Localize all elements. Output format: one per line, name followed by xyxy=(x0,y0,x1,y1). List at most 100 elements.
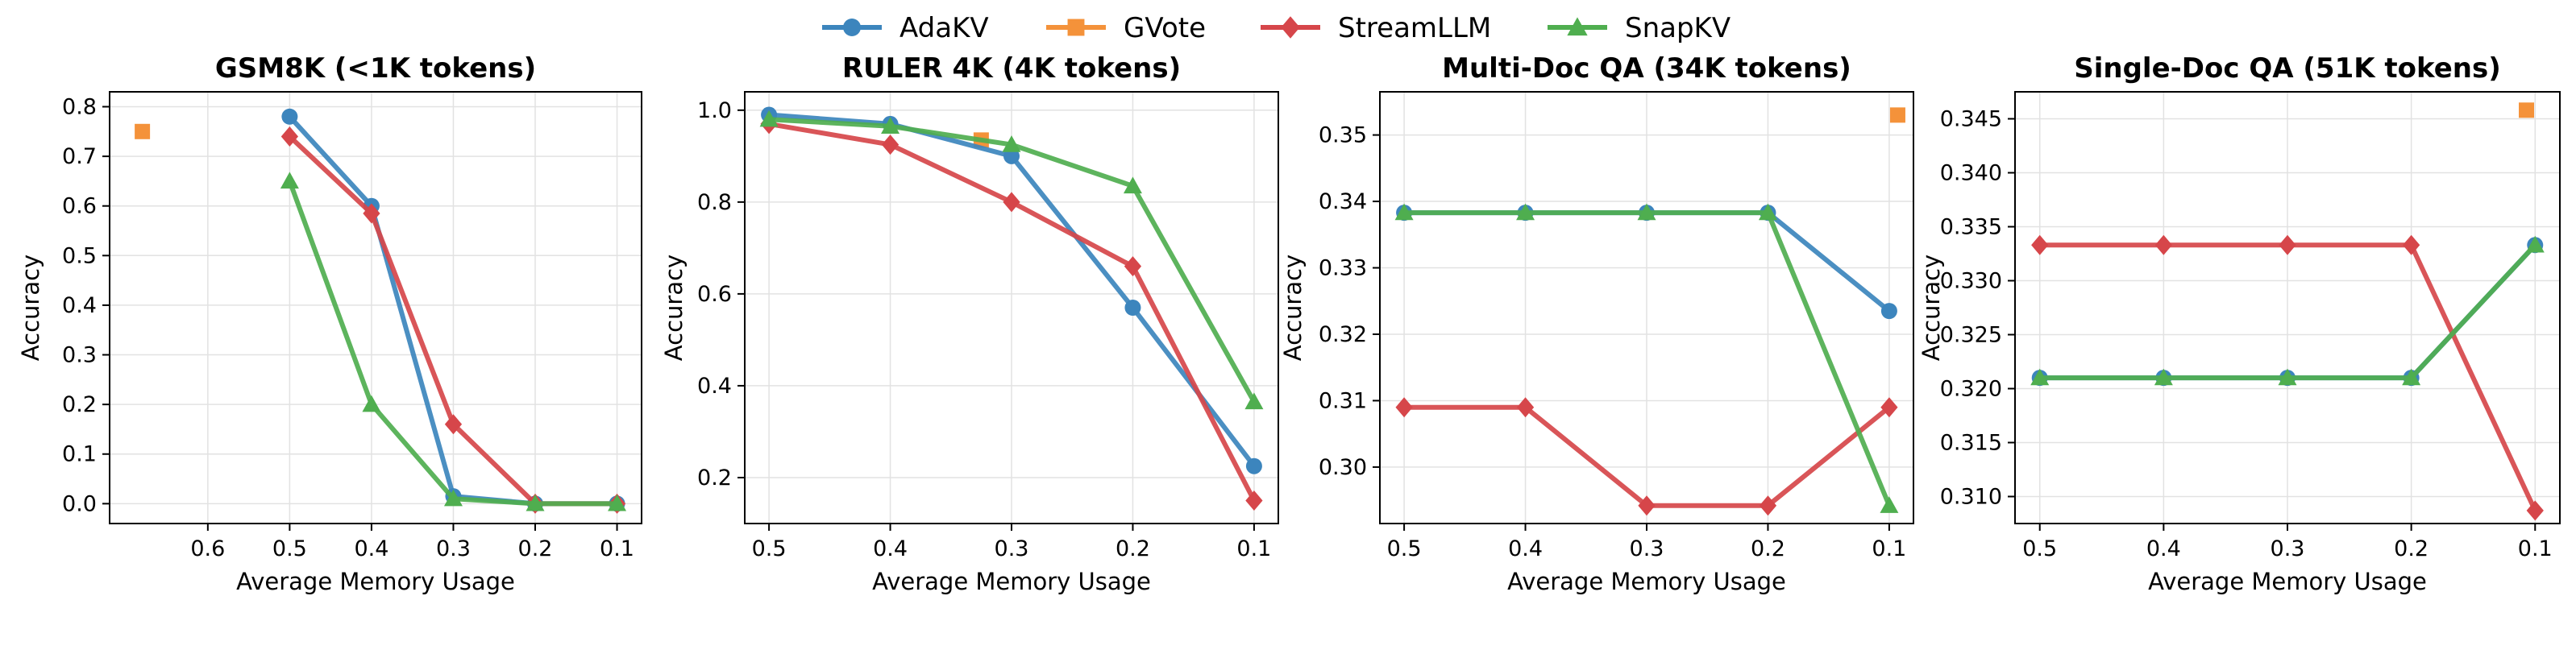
data-point-adakv xyxy=(281,108,298,125)
series-snapkv xyxy=(759,110,1264,410)
data-point-snapkv xyxy=(526,494,545,511)
chart-title: Multi-Doc QA (34K tokens) xyxy=(1442,52,1851,85)
x-axis-label: Average Memory Usage xyxy=(872,568,1151,595)
data-point-streamllm xyxy=(363,203,380,224)
data-point-snapkv xyxy=(1880,496,1899,513)
x-tick-label: 0.4 xyxy=(2146,536,2181,561)
grid xyxy=(1380,92,1913,524)
data-point-streamllm xyxy=(1880,397,1898,418)
data-point-streamllm xyxy=(2279,234,2296,255)
data-point-snapkv xyxy=(1244,392,1264,410)
x-tick-label: 0.3 xyxy=(436,536,471,561)
x-tick-label: 0.1 xyxy=(1236,536,1271,561)
data-point-streamllm xyxy=(1003,192,1020,213)
y-tick-label: 0.34 xyxy=(1319,189,1367,214)
legend-label-snapkv: SnapKV xyxy=(1625,12,1730,44)
x-tick-label: 0.1 xyxy=(600,536,634,561)
legend-label-adakv: AdaKV xyxy=(900,12,989,44)
grid xyxy=(2015,92,2560,524)
data-point-snapkv xyxy=(443,489,463,507)
data-point-snapkv xyxy=(2402,368,2421,386)
series-snapkv xyxy=(1394,203,1899,513)
data-point-snapkv xyxy=(2154,368,2173,386)
data-point-streamllm xyxy=(280,126,299,147)
y-tick-label: 0.31 xyxy=(1319,388,1367,413)
data-point-snapkv xyxy=(2278,368,2297,386)
y-axis-label: Accuracy xyxy=(1917,255,1945,361)
y-tick-label: 0.0 xyxy=(62,491,97,516)
x-axis-label: Average Memory Usage xyxy=(236,568,515,595)
x-tick-label: 0.2 xyxy=(1751,536,1785,561)
data-point-adakv xyxy=(1245,457,1262,474)
y-tick-label: 0.6 xyxy=(697,282,732,307)
data-point-snapkv xyxy=(1002,135,1021,152)
y-tick-label: 0.310 xyxy=(1940,485,2002,510)
y-tick-label: 0.335 xyxy=(1940,215,2002,240)
x-tick-label: 0.4 xyxy=(1508,536,1543,561)
y-axis-label: Accuracy xyxy=(660,255,688,361)
plot-frame xyxy=(2014,91,2561,524)
y-tick-label: 0.330 xyxy=(1940,269,2002,294)
data-point-gvote xyxy=(1889,107,1905,123)
y-tick-label: 0.30 xyxy=(1319,455,1367,480)
y-tick-label: 0.2 xyxy=(697,466,732,490)
y-tick-label: 0.340 xyxy=(1940,161,2002,186)
x-tick-label: 0.1 xyxy=(2518,536,2553,561)
y-tick-label: 0.1 xyxy=(62,442,97,467)
data-point-streamllm xyxy=(444,414,463,435)
data-point-streamllm xyxy=(2526,500,2544,521)
data-point-streamllm xyxy=(1245,490,1263,511)
x-axis-label: Average Memory Usage xyxy=(2148,568,2427,595)
legend: AdaKV GVote StreamLLM SnapKV xyxy=(822,12,1730,44)
y-tick-label: 0.5 xyxy=(62,243,97,268)
y-tick-label: 0.320 xyxy=(1940,377,2002,402)
data-point-snapkv xyxy=(608,494,627,511)
x-tick-label: 0.4 xyxy=(873,536,908,561)
y-tick-label: 0.35 xyxy=(1319,123,1367,148)
data-point-streamllm xyxy=(1638,495,1656,516)
data-point-gvote xyxy=(135,123,151,139)
legend-label-streamllm: StreamLLM xyxy=(1338,12,1491,44)
series-snapkv xyxy=(2030,235,2545,386)
legend-item-adakv: AdaKV xyxy=(822,12,989,44)
y-axis-label: Accuracy xyxy=(1279,255,1307,361)
grid xyxy=(110,92,642,524)
legend-marker-snapkv xyxy=(1567,17,1588,36)
chart-title: GSM8K (<1K tokens) xyxy=(215,52,536,85)
data-point-streamllm xyxy=(2403,234,2420,255)
data-point-snapkv xyxy=(1123,176,1142,194)
data-point-streamllm xyxy=(881,135,900,155)
data-point-streamllm xyxy=(1395,397,1413,418)
y-tick-label: 0.2 xyxy=(62,392,97,417)
data-point-streamllm xyxy=(1759,495,1777,516)
data-point-snapkv xyxy=(2525,235,2545,253)
y-tick-label: 0.6 xyxy=(62,194,97,219)
x-tick-label: 0.2 xyxy=(1116,536,1150,561)
series-gvote xyxy=(135,123,151,139)
data-point-streamllm xyxy=(2154,234,2172,255)
legend-item-snapkv: SnapKV xyxy=(1548,12,1730,44)
data-point-snapkv xyxy=(1637,203,1656,221)
data-point-snapkv xyxy=(881,117,900,134)
data-point-adakv xyxy=(1124,300,1141,316)
x-tick-label: 0.6 xyxy=(190,536,225,561)
chart-panel-4: 0.5 0.4 0.3 0.2 0.1 0.310 0.315 0.320 0.325 0.330… xyxy=(1917,52,2561,595)
chart-panel-2: 0.5 0.4 0.3 0.2 0.1 0.2 0.4 0.6 0.8 1.0 RULER 4K (… xyxy=(660,52,1279,595)
data-point-snapkv xyxy=(362,395,381,412)
data-point-snapkv xyxy=(1758,203,1777,221)
data-point-gvote xyxy=(2519,102,2535,118)
y-tick-label: 1.0 xyxy=(697,98,732,123)
y-tick-label: 0.315 xyxy=(1940,431,2002,456)
chart-panel-1: 0.6 0.5 0.4 0.3 0.2 0.1 0.0 0.1 0.2 0.3 0.4 0.5 0.6 0… xyxy=(17,52,642,595)
data-point-snapkv xyxy=(2030,368,2050,386)
data-point-adakv xyxy=(1003,147,1020,164)
chart-title: Single-Doc QA (51K tokens) xyxy=(2074,52,2501,85)
x-tick-label: 0.2 xyxy=(2394,536,2429,561)
x-tick-label: 0.4 xyxy=(354,536,388,561)
y-tick-label: 0.33 xyxy=(1319,256,1367,281)
x-tick-label: 0.3 xyxy=(2271,536,2305,561)
x-tick-label: 0.5 xyxy=(752,536,787,561)
chart-title: RULER 4K (4K tokens) xyxy=(842,52,1181,85)
y-tick-label: 0.4 xyxy=(62,293,97,318)
